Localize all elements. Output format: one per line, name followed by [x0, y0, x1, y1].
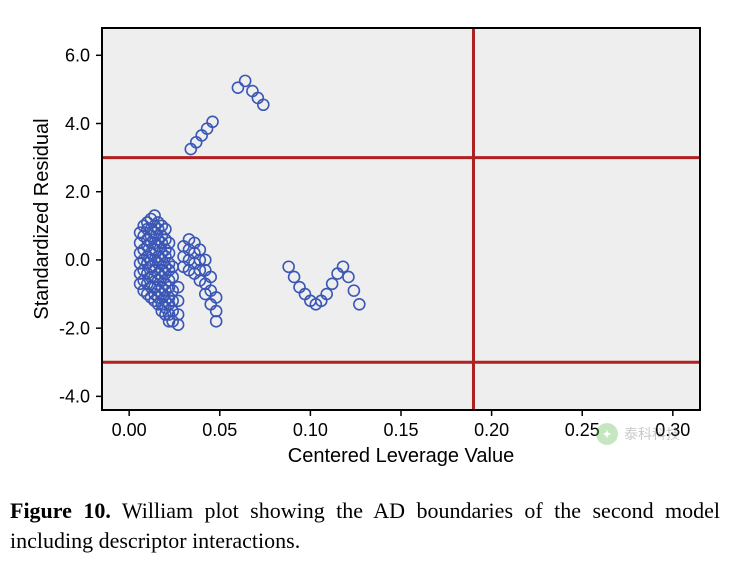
svg-text:0.0: 0.0 [65, 250, 90, 270]
watermark-text: 泰科科技 [624, 424, 680, 444]
svg-text:0.25: 0.25 [565, 420, 600, 440]
svg-text:6.0: 6.0 [65, 46, 90, 66]
svg-text:Centered Leverage Value: Centered Leverage Value [288, 445, 514, 467]
svg-text:-2.0: -2.0 [59, 318, 90, 338]
svg-text:0.15: 0.15 [383, 420, 418, 440]
figure-caption: Figure 10. William plot showing the AD b… [10, 496, 720, 555]
svg-text:0.20: 0.20 [474, 420, 509, 440]
scatter-chart-svg: 0.000.050.100.150.200.250.30-4.0-2.00.02… [10, 10, 720, 475]
svg-text:0.00: 0.00 [112, 420, 147, 440]
svg-text:0.10: 0.10 [293, 420, 328, 440]
svg-text:0.05: 0.05 [202, 420, 237, 440]
watermark: ✦ 泰科科技 [596, 423, 680, 445]
svg-text:2.0: 2.0 [65, 182, 90, 202]
svg-text:-4.0: -4.0 [59, 387, 90, 407]
figure-caption-text: William plot showing the AD boundaries o… [10, 498, 720, 553]
figure-label: Figure 10. [10, 498, 111, 523]
williams-plot: 0.000.050.100.150.200.250.30-4.0-2.00.02… [10, 10, 720, 490]
watermark-logo-icon: ✦ [596, 423, 618, 445]
figure: 0.000.050.100.150.200.250.30-4.0-2.00.02… [10, 10, 720, 555]
svg-text:4.0: 4.0 [65, 114, 90, 134]
svg-text:Standardized Residual: Standardized Residual [31, 118, 53, 319]
